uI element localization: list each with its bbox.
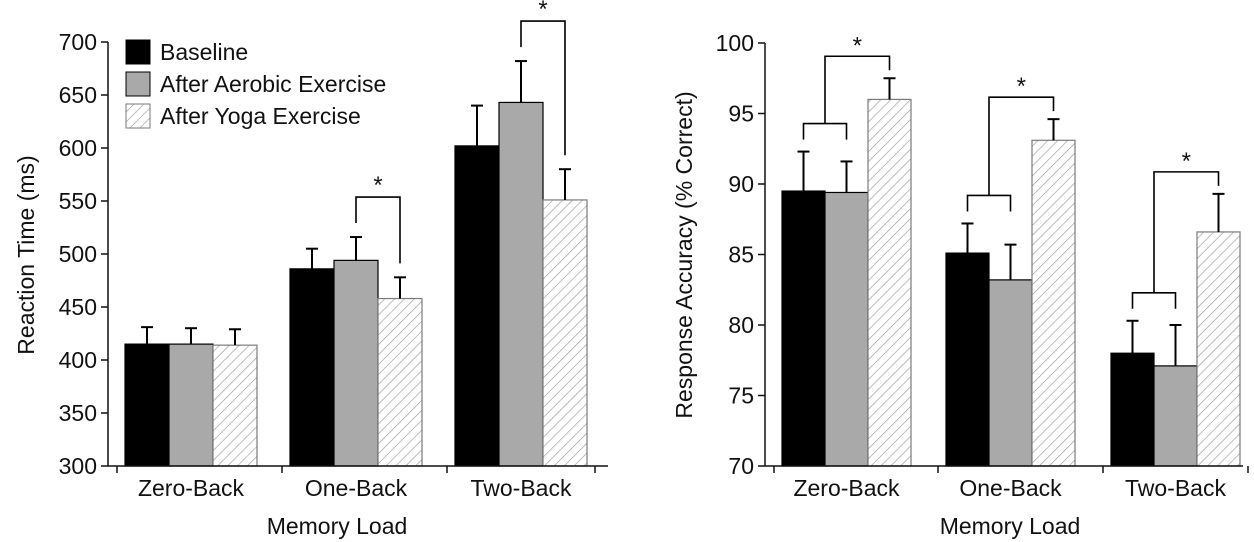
legend-label-baseline: Baseline xyxy=(160,39,248,65)
bar-aerobic xyxy=(988,279,1033,467)
bar-yoga xyxy=(1031,139,1076,467)
bar-yoga xyxy=(867,98,912,467)
error-bars xyxy=(141,60,571,346)
bar-aerobic xyxy=(498,101,544,467)
bar-baseline xyxy=(781,190,826,467)
bar-yoga xyxy=(542,199,588,467)
response-accuracy-chart: 70 75 80 85 90 95 100 * * * Zero-Back One-Back Two… xyxy=(671,30,1249,539)
y-axis: 300 350 400 450 500 550 600 650 700 xyxy=(59,29,109,479)
x-tick-label: Two-Back xyxy=(471,475,572,501)
y-tick-label: 85 xyxy=(728,242,754,268)
bar-yoga xyxy=(212,344,258,467)
significance-bracket xyxy=(520,20,566,156)
error-bars xyxy=(797,77,1225,366)
bar-baseline xyxy=(1110,352,1155,467)
x-tick-label: Two-Back xyxy=(1125,475,1226,501)
significance-brackets: ** xyxy=(355,0,566,264)
y-tick-label: 75 xyxy=(728,383,754,409)
significance-group-bracket xyxy=(1131,291,1177,309)
x-tick-label: Zero-Back xyxy=(793,475,900,501)
y-tick-label: 500 xyxy=(59,241,97,267)
significance-star: * xyxy=(1017,73,1026,100)
y-tick-label: 650 xyxy=(59,82,97,108)
legend-swatch-aerobic xyxy=(125,71,151,97)
x-tick-label: Zero-Back xyxy=(138,475,245,501)
significance-bracket xyxy=(1153,171,1220,293)
significance-brackets: * * * xyxy=(802,32,1220,309)
y-axis-title: Reaction Time (ms) xyxy=(13,155,39,354)
y-tick-label: 95 xyxy=(728,101,754,127)
x-axis-title: Memory Load xyxy=(940,513,1081,539)
bar-yoga xyxy=(377,297,423,467)
x-tick-label: One-Back xyxy=(959,475,1062,501)
significance-star: * xyxy=(1182,148,1191,175)
bar-aerobic xyxy=(824,191,869,467)
x-axis-title: Memory Load xyxy=(267,513,408,539)
significance-group-bracket xyxy=(966,194,1012,212)
bar-series xyxy=(781,98,1241,467)
legend-label-aerobic: After Aerobic Exercise xyxy=(160,71,386,97)
bar-baseline xyxy=(289,268,335,467)
bar-aerobic xyxy=(333,259,379,467)
y-tick-label: 700 xyxy=(59,29,97,55)
y-tick-label: 450 xyxy=(59,294,97,320)
y-axis-title: Response Accuracy (% Correct) xyxy=(671,91,697,418)
bar-aerobic xyxy=(168,343,214,467)
bar-yoga xyxy=(1196,231,1241,467)
y-tick-label: 300 xyxy=(59,453,97,479)
legend-label-yoga: After Yoga Exercise xyxy=(160,103,361,129)
y-tick-label: 600 xyxy=(59,135,97,161)
significance-star: * xyxy=(538,0,547,23)
bar-baseline xyxy=(945,252,990,467)
legend-item-aerobic: After Aerobic Exercise xyxy=(125,71,386,97)
y-axis: 70 75 80 85 90 95 100 xyxy=(716,30,766,479)
significance-star: * xyxy=(853,32,862,59)
y-tick-label: 350 xyxy=(59,400,97,426)
legend-swatch-baseline xyxy=(125,39,151,65)
legend: Baseline After Aerobic Exercise After Yo… xyxy=(125,39,386,129)
legend-item-yoga: After Yoga Exercise xyxy=(125,103,361,129)
bar-series xyxy=(124,101,588,467)
x-axis: Zero-Back One-Back Two-Back xyxy=(108,465,608,501)
significance-bracket xyxy=(355,196,401,264)
bar-baseline xyxy=(124,343,170,467)
y-tick-label: 80 xyxy=(728,312,754,338)
x-axis: Zero-Back One-Back Two-Back xyxy=(765,465,1249,501)
y-tick-label: 550 xyxy=(59,188,97,214)
legend-item-baseline: Baseline xyxy=(125,39,248,65)
significance-star: * xyxy=(373,172,382,199)
y-tick-label: 100 xyxy=(716,30,754,56)
y-tick-label: 70 xyxy=(728,453,754,479)
significance-bracket xyxy=(824,55,891,124)
significance-group-bracket xyxy=(802,122,848,140)
y-tick-label: 90 xyxy=(728,171,754,197)
y-tick-label: 400 xyxy=(59,347,97,373)
legend-swatch-yoga xyxy=(125,103,151,129)
bar-baseline xyxy=(454,145,500,467)
x-tick-label: One-Back xyxy=(305,475,408,501)
bar-aerobic xyxy=(1153,365,1198,467)
significance-bracket xyxy=(988,96,1055,196)
